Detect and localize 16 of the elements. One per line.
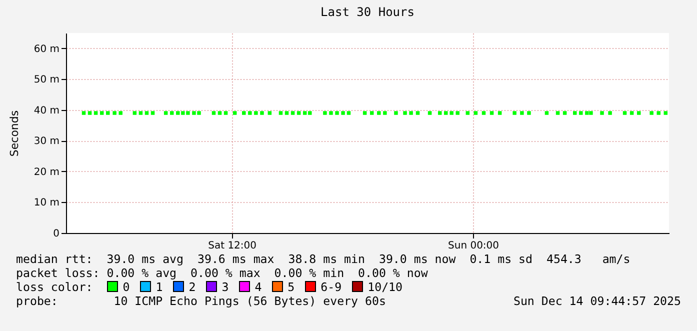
x-tick-label: Sat 12:00 (208, 240, 257, 252)
y-tick-label: 40 m (34, 105, 60, 116)
text: probe: 10 ICMP Echo Pings (56 Bytes) every 60s (16, 294, 386, 308)
y-tick-label: 30 m (34, 136, 60, 148)
y-tick-label: 50 m (34, 74, 60, 86)
text: median rtt: 39.0 ms avg 39.6 ms max 38.8 ms min 39.0 ms now 0.1 ms sd 454.3 am/s (16, 252, 630, 266)
y-axis-title: Seconds (8, 110, 21, 157)
x-tick-label: Sun 00:00 (448, 240, 500, 252)
y-tick-label: 20 m (34, 166, 60, 178)
text: loss color: 0 1 2 3 4 5 6-9 10/10 (16, 280, 403, 294)
y-tick-label: 60 m (34, 44, 60, 55)
y-tick-label: 10 m (34, 198, 60, 209)
y-tick-label: 0 (53, 228, 60, 240)
text: packet loss: 0.00 % avg 0.00 % max 0.00 % min 0.00 % now (16, 266, 428, 280)
text: Sun Dec 14 09:44:57 2025 (513, 294, 681, 308)
chart-title: Last 30 Hours (320, 5, 414, 19)
